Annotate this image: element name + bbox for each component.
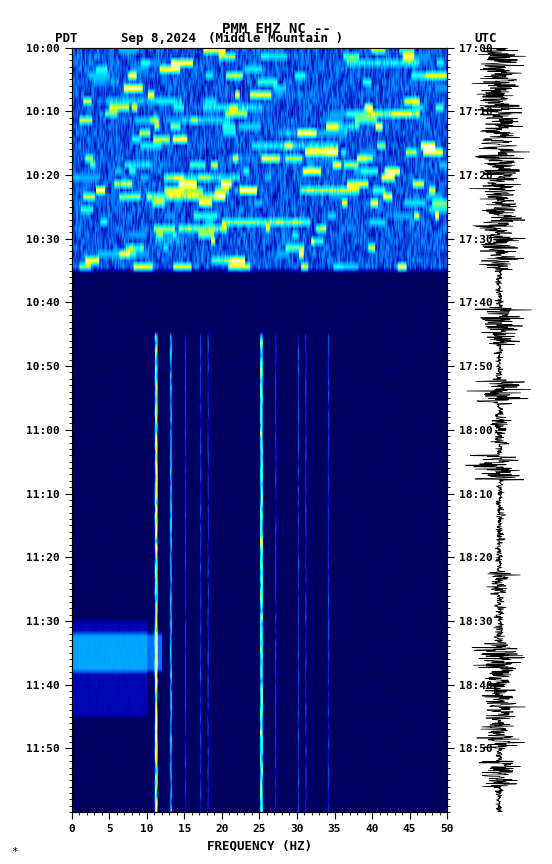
Text: Sep 8,2024: Sep 8,2024 [121, 32, 197, 45]
Text: PDT: PDT [55, 32, 78, 45]
Text: PMM EHZ NC --: PMM EHZ NC -- [221, 22, 331, 35]
Text: UTC: UTC [474, 32, 497, 45]
Text: (Middle Mountain ): (Middle Mountain ) [209, 32, 343, 45]
Text: *: * [11, 848, 18, 857]
X-axis label: FREQUENCY (HZ): FREQUENCY (HZ) [207, 840, 312, 853]
